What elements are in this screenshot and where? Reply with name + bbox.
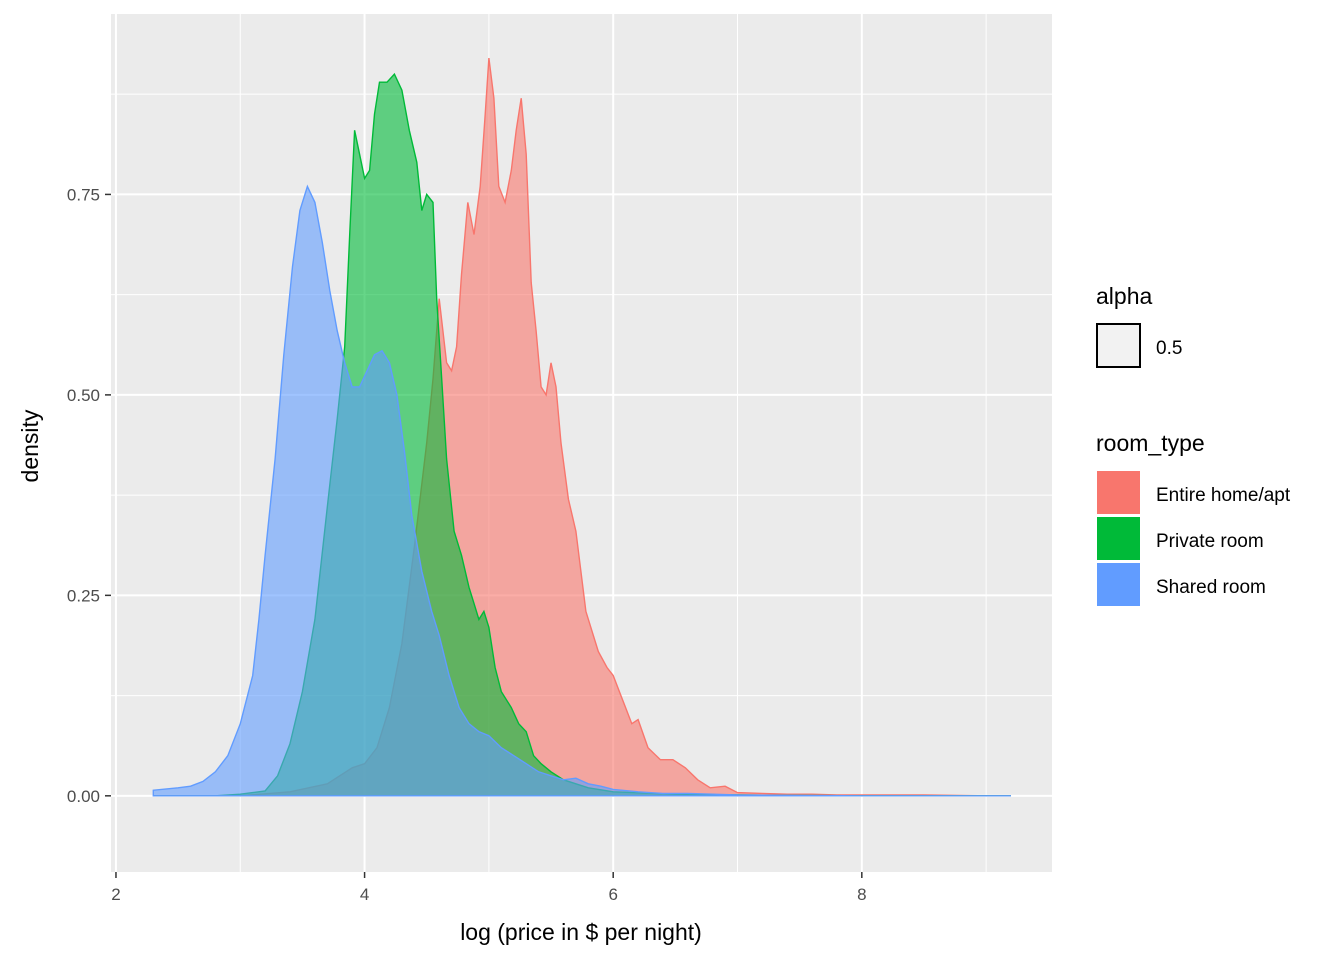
legend-key-swatch <box>1097 517 1140 560</box>
legend-alpha-title: alpha <box>1096 283 1152 309</box>
y-axis-ticks: 0.00 0.25 0.50 0.75 <box>67 185 111 806</box>
legend-fill-items: Entire home/apt Private room Shared room <box>1097 471 1291 606</box>
legend-alpha-label: 0.5 <box>1156 338 1182 359</box>
legend-key-label: Private room <box>1156 531 1264 552</box>
x-tick-label: 6 <box>608 885 617 904</box>
legend-key-swatch <box>1097 471 1140 514</box>
x-tick-label: 8 <box>857 885 866 904</box>
x-axis-ticks: 2 4 6 8 <box>111 872 867 904</box>
density-area-shared-room <box>152 184 1011 797</box>
legend-fill-title: room_type <box>1096 430 1205 456</box>
y-axis-title: density <box>17 409 43 482</box>
x-axis-title: log (price in $ per night) <box>460 919 702 945</box>
y-tick-label: 0.75 <box>67 185 100 204</box>
y-tick-label: 0.00 <box>67 787 100 806</box>
legend-alpha-key <box>1096 323 1141 368</box>
legend-key-label: Shared room <box>1156 577 1266 598</box>
legend-key-label: Entire home/apt <box>1156 485 1291 506</box>
x-tick-label: 4 <box>360 885 369 904</box>
y-tick-label: 0.25 <box>67 586 100 605</box>
legend-key-swatch <box>1097 563 1140 606</box>
y-tick-label: 0.50 <box>67 386 100 405</box>
density-areas <box>152 58 1011 797</box>
legend: alpha 0.5 room_type Entire home/apt Priva… <box>1096 283 1291 606</box>
x-tick-label: 2 <box>111 885 120 904</box>
